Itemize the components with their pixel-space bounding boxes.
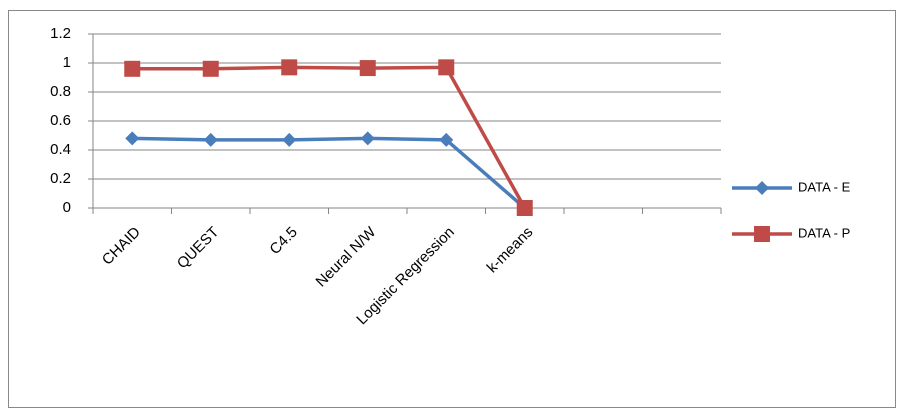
y-tick-label: 0.2 (50, 170, 71, 187)
data-point (281, 59, 298, 76)
data-point (360, 131, 375, 146)
data-point (516, 200, 533, 216)
legend-label: DATA - P (798, 225, 850, 240)
legend-marker (754, 226, 770, 242)
legend-marker (755, 181, 769, 195)
y-tick-label: 0.6 (50, 112, 71, 129)
y-tick-label: 0.4 (50, 141, 71, 158)
data-point (439, 132, 454, 147)
data-point (438, 59, 455, 76)
series-line (132, 136, 526, 210)
data-point (282, 132, 297, 147)
data-point (202, 60, 219, 77)
legend-label: DATA - E (798, 179, 851, 194)
y-tick-label: 0 (63, 199, 71, 216)
y-tick-label: 0.8 (50, 83, 71, 100)
data-point (124, 60, 141, 77)
y-tick-label: 1.2 (50, 25, 71, 42)
data-point (203, 132, 218, 147)
y-tick-label: 1 (63, 54, 71, 71)
series-line (132, 65, 527, 209)
data-point (125, 131, 140, 146)
data-point (359, 60, 376, 77)
